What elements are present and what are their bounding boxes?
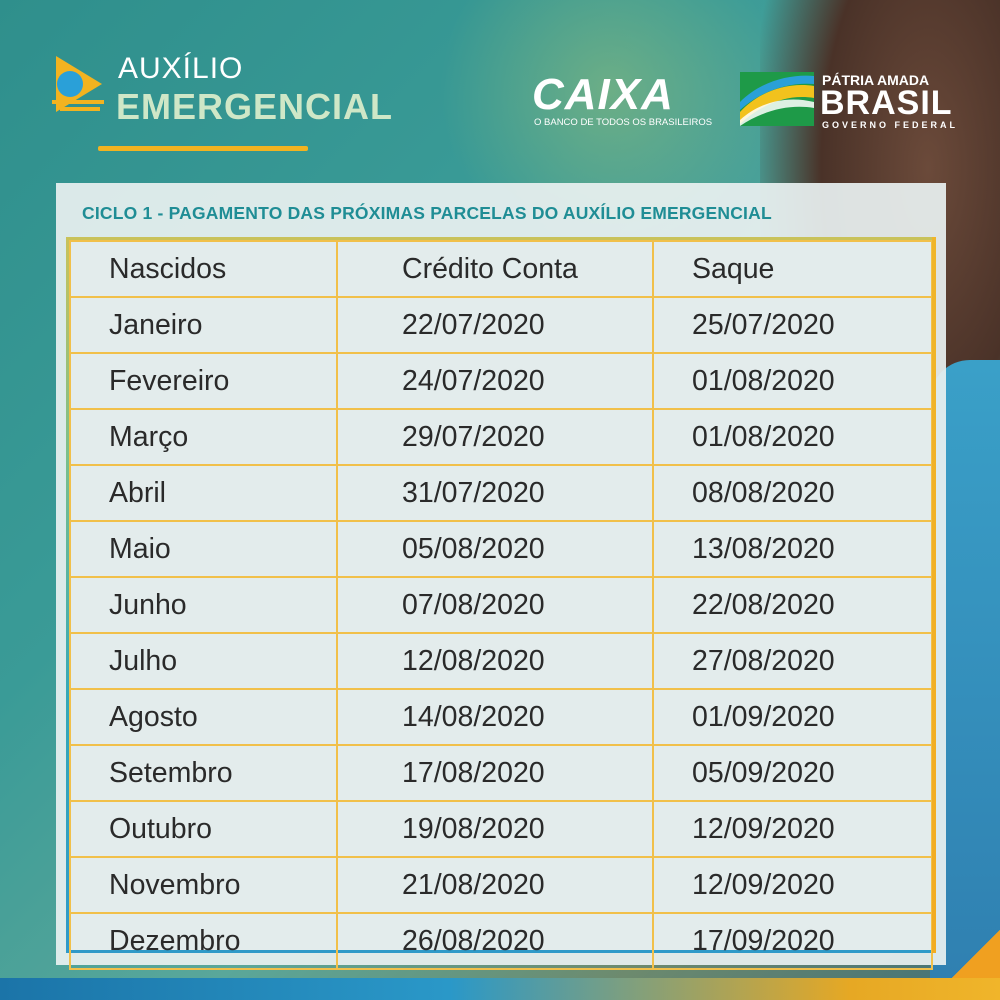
auxilio-logo-icon: [52, 56, 104, 112]
table-row: Agosto 14/08/2020 01/09/2020: [69, 688, 933, 746]
cell-saque: 22/08/2020: [652, 576, 933, 634]
cell-saque: 01/08/2020: [652, 352, 933, 410]
cell-month: Março: [69, 408, 338, 466]
table-row: Janeiro 22/07/2020 25/07/2020: [69, 296, 933, 354]
cell-saque: 08/08/2020: [652, 464, 933, 522]
auxilio-emergencial-logo: AUXÍLIO EMERGENCIAL: [52, 50, 412, 160]
logo-line-auxilio: AUXÍLIO: [118, 52, 244, 85]
cell-month: Novembro: [69, 856, 338, 914]
table-row: Novembro 21/08/2020 12/09/2020: [69, 856, 933, 914]
cell-credito: 19/08/2020: [336, 800, 654, 858]
cell-credito: 05/08/2020: [336, 520, 654, 578]
cell-saque: 13/08/2020: [652, 520, 933, 578]
caixa-logo: CAIXA O BANCO DE TODOS OS BRASILEIROS: [532, 70, 712, 132]
cell-saque: 01/08/2020: [652, 408, 933, 466]
bottom-stripe: [0, 978, 1000, 1000]
governo-federal-logo: PÁTRIA AMADA BRASIL GOVERNO FEDERAL: [740, 70, 955, 132]
schedule-table-frame: Nascidos Crédito Conta Saque Janeiro 22/…: [66, 237, 936, 970]
cell-saque: 05/09/2020: [652, 744, 933, 802]
cell-month: Junho: [69, 576, 338, 634]
gov-line-patria: PÁTRIA AMADA: [822, 72, 930, 88]
schedule-panel: CICLO 1 - PAGAMENTO DAS PRÓXIMAS PARCELA…: [56, 183, 946, 970]
table-row: Outubro 19/08/2020 12/09/2020: [69, 800, 933, 858]
cell-saque: 01/09/2020: [652, 688, 933, 746]
cell-credito: 14/08/2020: [336, 688, 654, 746]
header-saque: Saque: [652, 240, 933, 298]
gov-line-brasil: BRASIL: [820, 84, 953, 122]
cell-month: Abril: [69, 464, 338, 522]
header-credito-conta: Crédito Conta: [336, 240, 654, 298]
cell-credito: 17/08/2020: [336, 744, 654, 802]
cell-month: Setembro: [69, 744, 338, 802]
cell-month: Janeiro: [69, 296, 338, 354]
cell-month: Outubro: [69, 800, 338, 858]
cell-saque: 12/09/2020: [652, 856, 933, 914]
cell-credito: 22/07/2020: [336, 296, 654, 354]
table-row: Setembro 17/08/2020 05/09/2020: [69, 744, 933, 802]
caixa-tagline: O BANCO DE TODOS OS BRASILEIROS: [534, 117, 713, 128]
schedule-table: Nascidos Crédito Conta Saque Janeiro 22/…: [69, 240, 933, 970]
header-nascidos: Nascidos: [69, 240, 338, 298]
cell-month: Julho: [69, 632, 338, 690]
table-row: Junho 07/08/2020 22/08/2020: [69, 576, 933, 634]
cell-month: Dezembro: [69, 912, 338, 970]
logo-underline: [98, 146, 308, 151]
cell-saque: 17/09/2020: [652, 912, 933, 970]
cell-month: Fevereiro: [69, 352, 338, 410]
cell-saque: 25/07/2020: [652, 296, 933, 354]
cell-credito: 12/08/2020: [336, 632, 654, 690]
cell-saque: 12/09/2020: [652, 800, 933, 858]
table-header-row: Nascidos Crédito Conta Saque: [69, 240, 933, 298]
table-row: Maio 05/08/2020 13/08/2020: [69, 520, 933, 578]
cell-credito: 31/07/2020: [336, 464, 654, 522]
cell-saque: 27/08/2020: [652, 632, 933, 690]
table-row: Março 29/07/2020 01/08/2020: [69, 408, 933, 466]
table-row: Dezembro 26/08/2020 17/09/2020: [69, 912, 933, 970]
logo-line-emergencial: EMERGENCIAL: [116, 86, 394, 127]
cell-month: Maio: [69, 520, 338, 578]
caixa-wordmark: CAIXA: [532, 70, 674, 119]
gov-line-governo: GOVERNO FEDERAL: [822, 120, 959, 130]
table-row: Julho 12/08/2020 27/08/2020: [69, 632, 933, 690]
cell-credito: 29/07/2020: [336, 408, 654, 466]
cell-credito: 21/08/2020: [336, 856, 654, 914]
table-row: Abril 31/07/2020 08/08/2020: [69, 464, 933, 522]
cell-credito: 24/07/2020: [336, 352, 654, 410]
schedule-title: CICLO 1 - PAGAMENTO DAS PRÓXIMAS PARCELA…: [82, 203, 772, 223]
cell-credito: 07/08/2020: [336, 576, 654, 634]
brazil-flag-icon: [740, 72, 814, 126]
cell-credito: 26/08/2020: [336, 912, 654, 970]
cell-month: Agosto: [69, 688, 338, 746]
table-row: Fevereiro 24/07/2020 01/08/2020: [69, 352, 933, 410]
